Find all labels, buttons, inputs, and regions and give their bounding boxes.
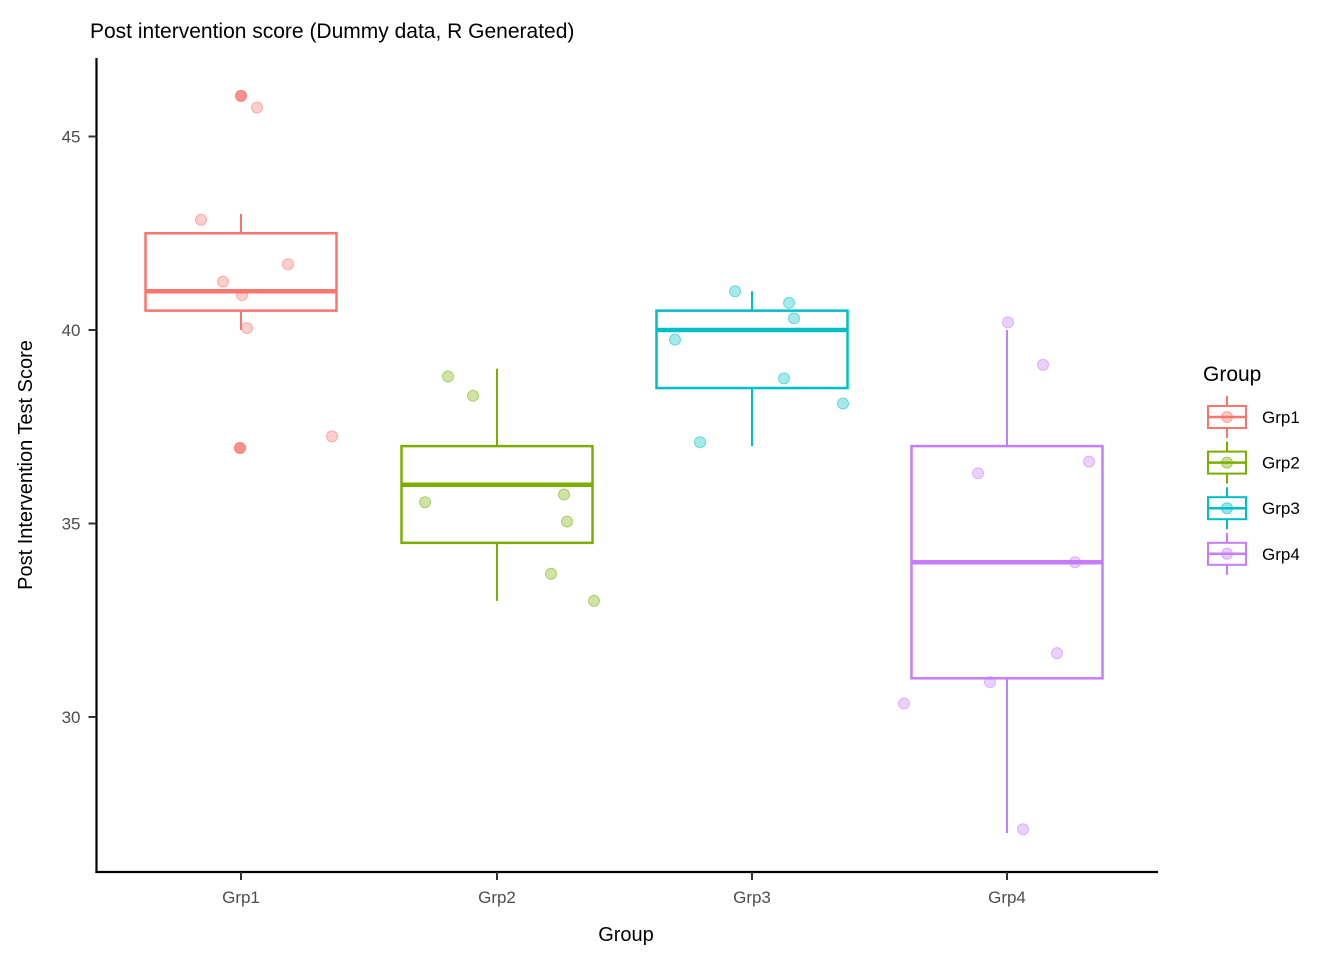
jitter-point xyxy=(326,430,338,443)
x-axis-title: Group xyxy=(598,924,654,946)
legend-key-point xyxy=(1221,502,1233,515)
jitter-point xyxy=(234,442,246,455)
box xyxy=(144,232,338,312)
y-tick-label: 45 xyxy=(62,128,81,147)
jitter-point xyxy=(558,488,570,501)
legend-key-point xyxy=(1221,547,1233,560)
jitter-point xyxy=(788,312,800,325)
x-tick-label: Grp1 xyxy=(222,888,260,907)
boxplot-group-grp3 xyxy=(655,285,849,449)
legend-label: Grp2 xyxy=(1262,454,1300,473)
jitter-point xyxy=(984,676,996,689)
jitter-point xyxy=(669,333,681,346)
jitter-point xyxy=(545,567,557,580)
jitter-point xyxy=(898,697,910,710)
legend: Group Grp1 Grp2 Grp3 Grp4 xyxy=(1203,363,1300,575)
legend-entry-grp3: Grp3 xyxy=(1207,487,1300,530)
boxplot-group-grp1 xyxy=(144,89,338,455)
y-tick-label: 40 xyxy=(62,321,81,340)
x-tick-label: Grp3 xyxy=(733,888,771,907)
jitter-point xyxy=(783,296,795,309)
jitter-point xyxy=(217,275,229,288)
jitter-point xyxy=(561,515,573,528)
y-tick-label: 30 xyxy=(62,708,81,727)
jitter-point xyxy=(1017,823,1029,836)
y-axis-title: Post Intervention Test Score xyxy=(15,340,37,590)
jitter-point xyxy=(837,397,849,410)
jitter-point xyxy=(282,258,294,271)
jitter-point xyxy=(1051,647,1063,660)
boxplot-group-grp4 xyxy=(898,316,1104,836)
legend-entry-grp2: Grp2 xyxy=(1207,441,1300,484)
jitter-point xyxy=(467,389,479,402)
y-tick-label: 35 xyxy=(62,515,81,534)
legend-label: Grp4 xyxy=(1262,545,1300,564)
plot-panel: 30 35 40 45 Grp1 Grp2 Grp3 Grp4 xyxy=(62,58,1158,907)
jitter-point xyxy=(251,101,263,114)
legend-key-point xyxy=(1221,456,1233,469)
jitter-point xyxy=(1069,556,1081,569)
jitter-point xyxy=(694,436,706,449)
jitter-point xyxy=(241,322,253,335)
jitter-point xyxy=(236,289,248,302)
jitter-point xyxy=(442,370,454,383)
jitter-point xyxy=(195,213,207,226)
chart-title: Post intervention score (Dummy data, R G… xyxy=(90,20,574,43)
jitter-point xyxy=(729,285,741,298)
legend-key-point xyxy=(1221,411,1233,423)
legend-title: Group xyxy=(1203,363,1261,386)
jitter-point xyxy=(419,496,431,509)
box xyxy=(400,444,594,545)
jitter-point xyxy=(1083,455,1095,468)
x-tick-label: Grp2 xyxy=(478,888,516,907)
jitter-point xyxy=(1037,358,1049,371)
boxplot-group-grp2 xyxy=(400,368,600,607)
legend-entry-grp4: Grp4 xyxy=(1207,532,1300,575)
legend-label: Grp3 xyxy=(1262,499,1300,518)
jitter-point xyxy=(972,467,984,480)
legend-label: Grp1 xyxy=(1262,408,1300,427)
jitter-point xyxy=(778,372,790,385)
box xyxy=(655,309,849,390)
x-tick-label: Grp4 xyxy=(988,888,1026,907)
jitter-point xyxy=(588,594,600,607)
jitter-point xyxy=(1002,316,1014,329)
jitter-point xyxy=(235,89,247,102)
legend-entry-grp1: Grp1 xyxy=(1207,396,1300,438)
